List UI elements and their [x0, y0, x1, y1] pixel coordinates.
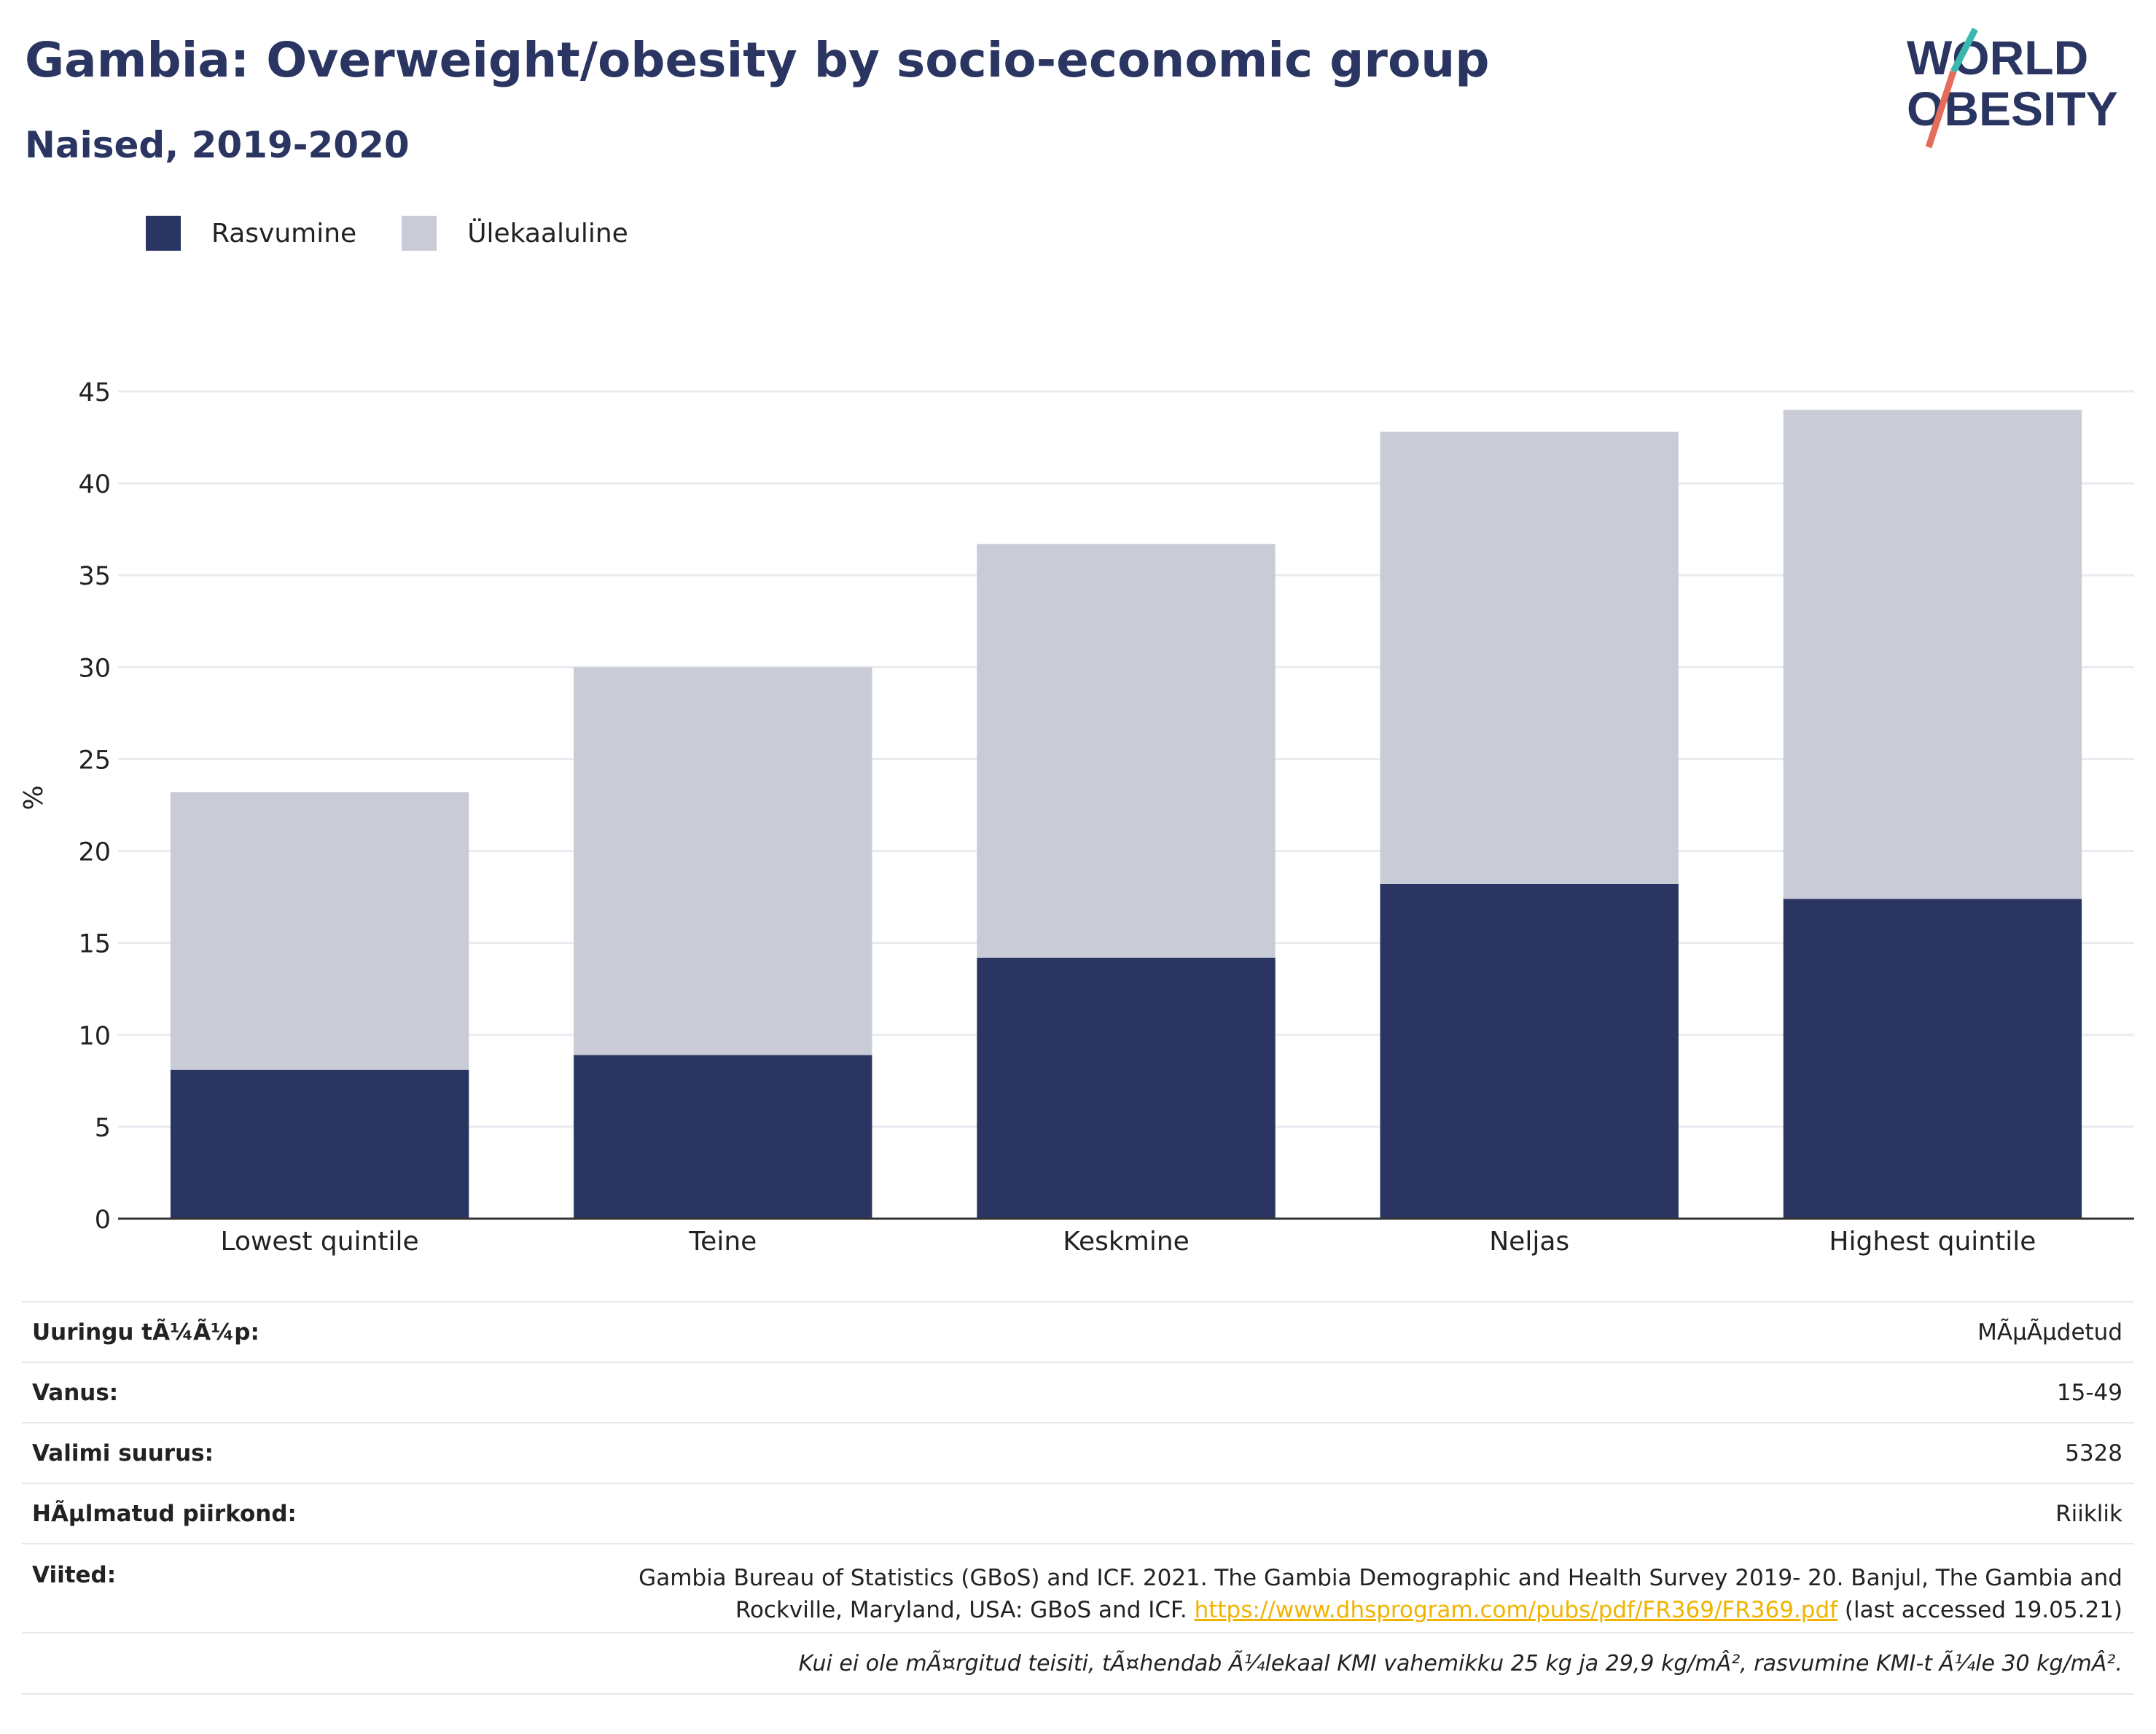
- legend: Rasvumine Ülekaaluline: [146, 216, 673, 251]
- meta-row-references: Viited: Gambia Bureau of Statistics (GBo…: [22, 1543, 2134, 1632]
- x-tick-label: Lowest quintile: [221, 1227, 419, 1257]
- y-tick-label: 20: [78, 838, 111, 867]
- meta-value-references: Gambia Bureau of Statistics (GBoS) and I…: [592, 1562, 2134, 1626]
- bar-obesity[interactable]: [1380, 883, 1679, 1219]
- legend-label-obesity: Rasvumine: [211, 218, 357, 249]
- chart-title: Gambia: Overweight/obesity by socio-econ…: [25, 32, 1490, 88]
- legend-swatch-overweight: [402, 216, 437, 251]
- meta-value: 5328: [2065, 1440, 2122, 1467]
- x-axis-ticks: Lowest quintile Teine Keskmine Neljas Highes…: [221, 1227, 2036, 1257]
- metadata-table: Uuringu tÃ¼Ã¼p: MÃµÃµdetud Vanus: 15-49 …: [22, 1301, 2134, 1695]
- x-tick-label: Keskmine: [1063, 1227, 1190, 1257]
- y-tick-label: 15: [78, 930, 111, 959]
- bars: [170, 410, 2082, 1219]
- meta-row-note: Kui ei ole mÃ¤rgitud teisiti, tÃ¤hendab …: [22, 1632, 2134, 1695]
- bar-overweight[interactable]: [170, 792, 469, 1070]
- bar-overweight[interactable]: [1783, 410, 2082, 899]
- meta-row-area: HÃµlmatud piirkond: Riiklik: [22, 1483, 2134, 1543]
- legend-label-overweight: Ülekaaluline: [467, 218, 628, 249]
- y-tick-label: 45: [78, 378, 111, 407]
- y-tick-label: 10: [78, 1022, 111, 1051]
- bar-obesity[interactable]: [574, 1055, 872, 1219]
- reference-accessed: (last accessed 19.05.21): [1844, 1597, 2122, 1623]
- meta-key: Valimi suurus:: [32, 1440, 214, 1467]
- y-tick-label: 0: [95, 1206, 111, 1235]
- meta-row-age: Vanus: 15-49: [22, 1362, 2134, 1422]
- logo-slash-coral: [1925, 70, 1957, 149]
- y-tick-label: 40: [78, 470, 111, 499]
- y-axis-label: %: [19, 785, 49, 810]
- meta-row-survey-type: Uuringu tÃ¼Ã¼p: MÃµÃµdetud: [22, 1301, 2134, 1362]
- meta-value: MÃµÃµdetud: [1977, 1319, 2122, 1346]
- y-tick-label: 5: [95, 1114, 111, 1143]
- x-tick-label: Highest quintile: [1829, 1227, 2036, 1257]
- legend-item-overweight[interactable]: Ülekaaluline: [402, 216, 628, 251]
- meta-key: Viited:: [32, 1562, 117, 1588]
- logo-line1: WORLD: [1907, 31, 2088, 85]
- y-tick-label: 35: [78, 562, 111, 591]
- meta-value: 15-49: [2056, 1379, 2122, 1406]
- x-tick-label: Teine: [688, 1227, 757, 1257]
- y-tick-label: 30: [78, 654, 111, 683]
- y-tick-label: 25: [78, 746, 111, 775]
- reference-link[interactable]: https://www.dhsprogram.com/pubs/pdf/FR36…: [1194, 1597, 1838, 1623]
- chart-subtitle: Naised, 2019-2020: [25, 124, 410, 166]
- meta-value: Riiklik: [2055, 1500, 2122, 1527]
- bar-chart: 0 5 10 15 20 25 30 35 40 45 Lowest quintile Teine K…: [19, 378, 2134, 1257]
- legend-item-obesity[interactable]: Rasvumine: [146, 216, 356, 251]
- meta-key: Uuringu tÃ¼Ã¼p:: [32, 1319, 259, 1346]
- reference-text: Gambia Bureau of Statistics (GBoS) and I…: [638, 1565, 2122, 1623]
- legend-swatch-obesity: [146, 216, 181, 251]
- bar-obesity[interactable]: [1783, 899, 2082, 1219]
- bar-overweight[interactable]: [574, 667, 872, 1055]
- bar-overweight[interactable]: [1380, 431, 1679, 884]
- x-tick-label: Neljas: [1489, 1227, 1569, 1257]
- meta-key: Vanus:: [32, 1379, 119, 1406]
- world-obesity-logo: WORLD OBESITY: [1907, 27, 2118, 149]
- meta-row-sample-size: Valimi suurus: 5328: [22, 1422, 2134, 1483]
- meta-key: HÃµlmatud piirkond:: [32, 1500, 297, 1527]
- y-axis-ticks: 0 5 10 15 20 25 30 35 40 45: [78, 378, 111, 1235]
- bar-overweight[interactable]: [977, 544, 1276, 958]
- definition-note: Kui ei ole mÃ¤rgitud teisiti, tÃ¤hendab …: [798, 1650, 2122, 1676]
- bar-obesity[interactable]: [977, 957, 1276, 1219]
- logo-slash-teal: [1950, 27, 1978, 74]
- bar-obesity[interactable]: [170, 1069, 469, 1219]
